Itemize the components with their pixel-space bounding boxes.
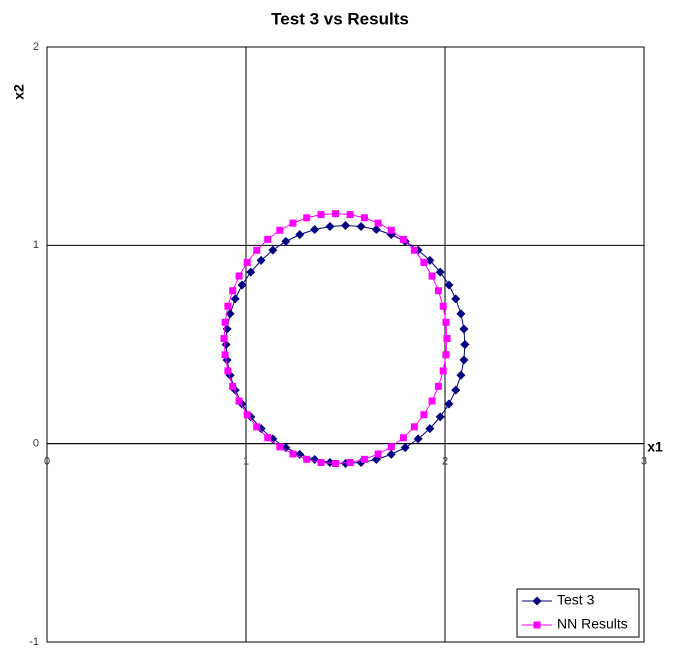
marker	[435, 412, 445, 422]
marker	[444, 399, 454, 409]
marker	[317, 459, 325, 467]
marker	[434, 287, 442, 295]
marker	[289, 219, 297, 227]
marker	[451, 385, 461, 395]
marker	[332, 210, 340, 218]
x-axis-label: x1	[647, 439, 663, 455]
marker	[444, 280, 454, 290]
marker	[243, 411, 251, 419]
marker	[224, 302, 232, 310]
marker	[264, 434, 272, 442]
marker	[371, 224, 381, 234]
marker	[225, 309, 235, 319]
marker	[443, 335, 451, 343]
plot-area	[46, 46, 645, 643]
marker	[256, 255, 266, 265]
y-tick-label: 0	[33, 438, 39, 450]
marker	[434, 382, 442, 390]
marker	[399, 434, 407, 442]
marker	[268, 245, 278, 255]
marker	[439, 367, 447, 375]
marker	[459, 355, 469, 365]
marker	[428, 397, 436, 405]
marker	[220, 335, 228, 343]
y-tick-label: 2	[33, 41, 39, 53]
marker	[289, 450, 297, 458]
marker	[253, 246, 261, 254]
marker	[276, 226, 284, 234]
marker	[420, 258, 428, 266]
marker	[400, 443, 410, 453]
marker	[281, 236, 291, 246]
x-tick-label: 3	[641, 456, 647, 468]
marker	[295, 449, 305, 459]
marker	[356, 221, 366, 231]
marker	[387, 226, 395, 234]
marker	[374, 450, 382, 458]
marker	[459, 324, 469, 334]
marker	[246, 267, 256, 277]
marker	[451, 294, 461, 304]
marker	[386, 449, 396, 459]
marker	[413, 434, 423, 444]
marker	[229, 382, 237, 390]
marker	[442, 351, 450, 359]
marker	[235, 397, 243, 405]
marker	[264, 235, 272, 243]
marker	[221, 318, 229, 326]
marker	[410, 246, 418, 254]
marker	[243, 258, 251, 266]
marker	[428, 272, 436, 280]
marker	[253, 423, 261, 431]
marker	[221, 351, 229, 359]
legend-label: Test 3	[557, 592, 595, 608]
marker	[420, 411, 428, 419]
marker	[276, 443, 284, 451]
legend-marker	[533, 621, 541, 629]
marker	[435, 267, 445, 277]
y-axis-label: x2	[11, 84, 27, 100]
marker	[303, 214, 311, 222]
y-tick-label: 1	[33, 239, 39, 251]
marker	[410, 423, 418, 431]
marker	[387, 443, 395, 451]
x-tick-label: 2	[442, 456, 448, 468]
marker	[230, 294, 240, 304]
marker	[360, 214, 368, 222]
marker	[235, 272, 243, 280]
marker	[374, 219, 382, 227]
marker	[442, 318, 450, 326]
y-tick-label: -1	[29, 636, 39, 648]
marker	[341, 221, 350, 230]
marker	[399, 235, 407, 243]
chart-title: Test 3 vs Results	[271, 9, 409, 28]
legend-marker	[532, 596, 542, 606]
marker	[425, 255, 435, 265]
marker	[224, 367, 232, 375]
marker	[456, 370, 466, 380]
marker	[325, 221, 335, 231]
marker	[346, 459, 354, 467]
marker	[229, 287, 237, 295]
marker	[456, 309, 466, 319]
marker	[332, 460, 340, 467]
marker	[425, 424, 435, 434]
legend-label: NN Results	[557, 616, 628, 632]
marker	[460, 340, 470, 349]
marker	[310, 224, 320, 234]
marker	[303, 455, 311, 463]
marker	[317, 211, 325, 219]
marker	[439, 302, 447, 310]
marker	[237, 280, 247, 290]
marker	[360, 455, 368, 463]
marker	[295, 230, 305, 240]
marker	[346, 211, 354, 219]
marker	[281, 443, 291, 453]
x-tick-label: 1	[243, 456, 249, 468]
